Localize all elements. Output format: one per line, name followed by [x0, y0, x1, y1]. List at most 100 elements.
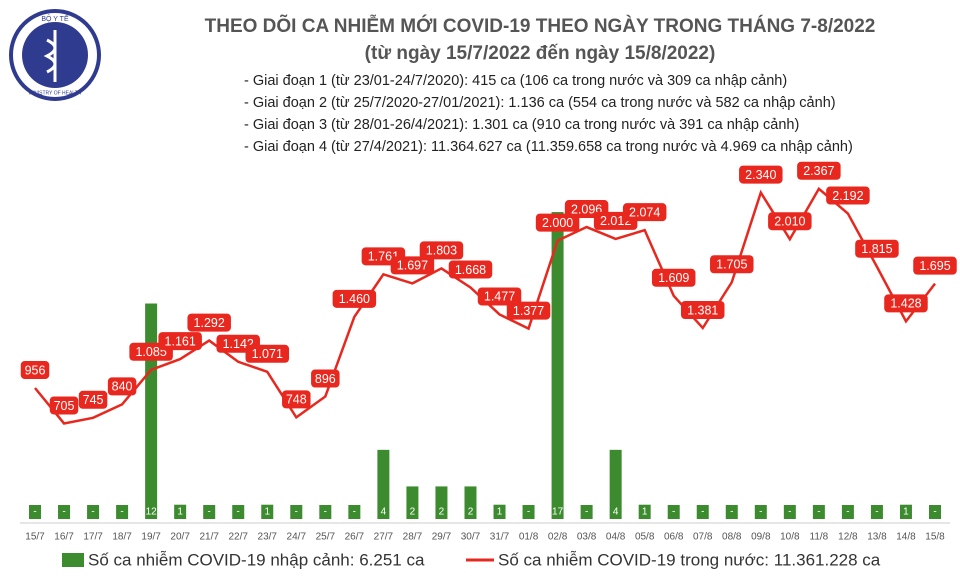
x-tick-label: 07/8 [693, 532, 713, 543]
data-label-box [768, 212, 812, 231]
data-label: 1.428 [890, 297, 921, 311]
bar-label: 1 [642, 507, 648, 518]
data-label-box [913, 256, 957, 275]
data-label-box [797, 161, 841, 180]
legend-swatch [62, 553, 84, 567]
bar [899, 504, 912, 519]
x-tick-label: 05/8 [635, 532, 655, 543]
bar [29, 505, 41, 519]
data-label: 840 [112, 380, 133, 394]
x-tick-label: 23/7 [258, 532, 278, 543]
bar-label: - [846, 507, 849, 518]
x-tick-label: 01/8 [519, 532, 539, 543]
bar-label: 4 [381, 507, 387, 518]
bar-label: - [295, 507, 298, 518]
bar-label: - [120, 507, 123, 518]
data-label: 1.477 [484, 290, 515, 304]
data-label: 1.381 [687, 303, 718, 317]
data-label-box [158, 332, 202, 351]
legend-label: Số ca nhiễm COVID-19 trong nước: 11.361.… [498, 550, 881, 569]
data-label: 956 [25, 363, 46, 377]
data-label: 1.697 [397, 259, 428, 273]
x-tick-label: 15/7 [25, 532, 45, 543]
data-label-box [187, 313, 231, 332]
bar-label: - [933, 507, 936, 518]
bar-label: - [237, 507, 240, 518]
data-label-box [107, 377, 137, 396]
bar [145, 303, 158, 519]
data-label-box [448, 260, 493, 279]
bar-label: - [91, 507, 94, 518]
bar [783, 505, 796, 519]
bar-label: - [33, 507, 36, 518]
bar-label: 1 [903, 507, 909, 518]
data-label: 745 [83, 393, 104, 407]
data-label: 1.695 [919, 259, 950, 273]
x-tick-label: 08/8 [722, 532, 742, 543]
bar [203, 505, 216, 519]
bar [870, 505, 883, 519]
data-label: 1.085 [135, 345, 166, 359]
bar-label: - [585, 507, 588, 518]
x-tick-label: 11/8 [810, 532, 829, 543]
x-tick-label: 22/7 [228, 532, 248, 543]
data-label: 2.010 [774, 214, 805, 228]
bar [812, 505, 825, 519]
bar [406, 486, 419, 519]
data-label: 2.192 [832, 189, 863, 203]
data-label-box [680, 301, 725, 320]
bar [435, 486, 448, 519]
x-tick-label: 26/7 [345, 532, 365, 543]
x-tick-label: 02/8 [548, 532, 568, 543]
bar-label: - [817, 507, 820, 518]
x-tick-label: 04/8 [606, 532, 626, 543]
bar [754, 505, 767, 519]
bar [493, 504, 506, 519]
bar [580, 505, 593, 519]
annotation: - Giai đoạn 2 (từ 25/7/2020-27/01/2021):… [244, 95, 836, 111]
data-label: 2.074 [629, 205, 660, 219]
bar-label: 4 [613, 507, 619, 518]
bar-label: - [730, 507, 733, 518]
data-label: 1.705 [716, 258, 747, 272]
x-tick-label: 14/8 [896, 532, 916, 543]
bar-label: - [788, 507, 791, 518]
chart-subtitle: (từ ngày 15/7/2022 đến ngày 15/8/2022) [365, 43, 716, 64]
bar-label: 1 [264, 507, 270, 518]
x-tick-label: 12/8 [838, 532, 858, 543]
bar-label: - [875, 507, 878, 518]
bar [696, 505, 709, 519]
bar-label: 1 [497, 507, 503, 518]
data-label-box [20, 361, 50, 380]
data-label: 1.071 [252, 347, 283, 361]
logo-symbol [43, 30, 57, 82]
bar [116, 505, 129, 519]
data-label: 1.803 [426, 244, 457, 258]
bar [841, 505, 854, 519]
bar [348, 505, 361, 519]
data-label-box [622, 203, 667, 222]
bar [464, 486, 477, 519]
logo-top: BỘ Y TẾ [41, 13, 69, 23]
annotation: - Giai đoạn 3 (từ 28/01-26/4/2021): 1.30… [244, 117, 799, 133]
x-tick-label: 15/8 [925, 532, 945, 543]
data-label-box [332, 289, 377, 308]
bar-label: - [527, 507, 530, 518]
x-tick-label: 18/7 [112, 532, 132, 543]
bar-label: - [353, 507, 356, 518]
bar-label: 12 [146, 507, 158, 518]
bar [290, 505, 303, 519]
bar-label: - [208, 507, 211, 518]
data-label: 2.367 [803, 164, 834, 178]
data-label: 1.668 [455, 263, 486, 277]
x-tick-label: 25/7 [316, 532, 336, 543]
bar-label: 1 [177, 507, 183, 518]
chart-title: THEO DÕI CA NHIỄM MỚI COVID-19 THEO NGÀY… [205, 15, 876, 37]
data-label: 1.161 [165, 334, 196, 348]
data-label: 748 [286, 393, 307, 407]
x-tick-label: 17/7 [83, 532, 103, 543]
bar-label: 2 [410, 507, 416, 518]
data-label: 1.609 [658, 271, 689, 285]
data-label-box [651, 268, 696, 287]
